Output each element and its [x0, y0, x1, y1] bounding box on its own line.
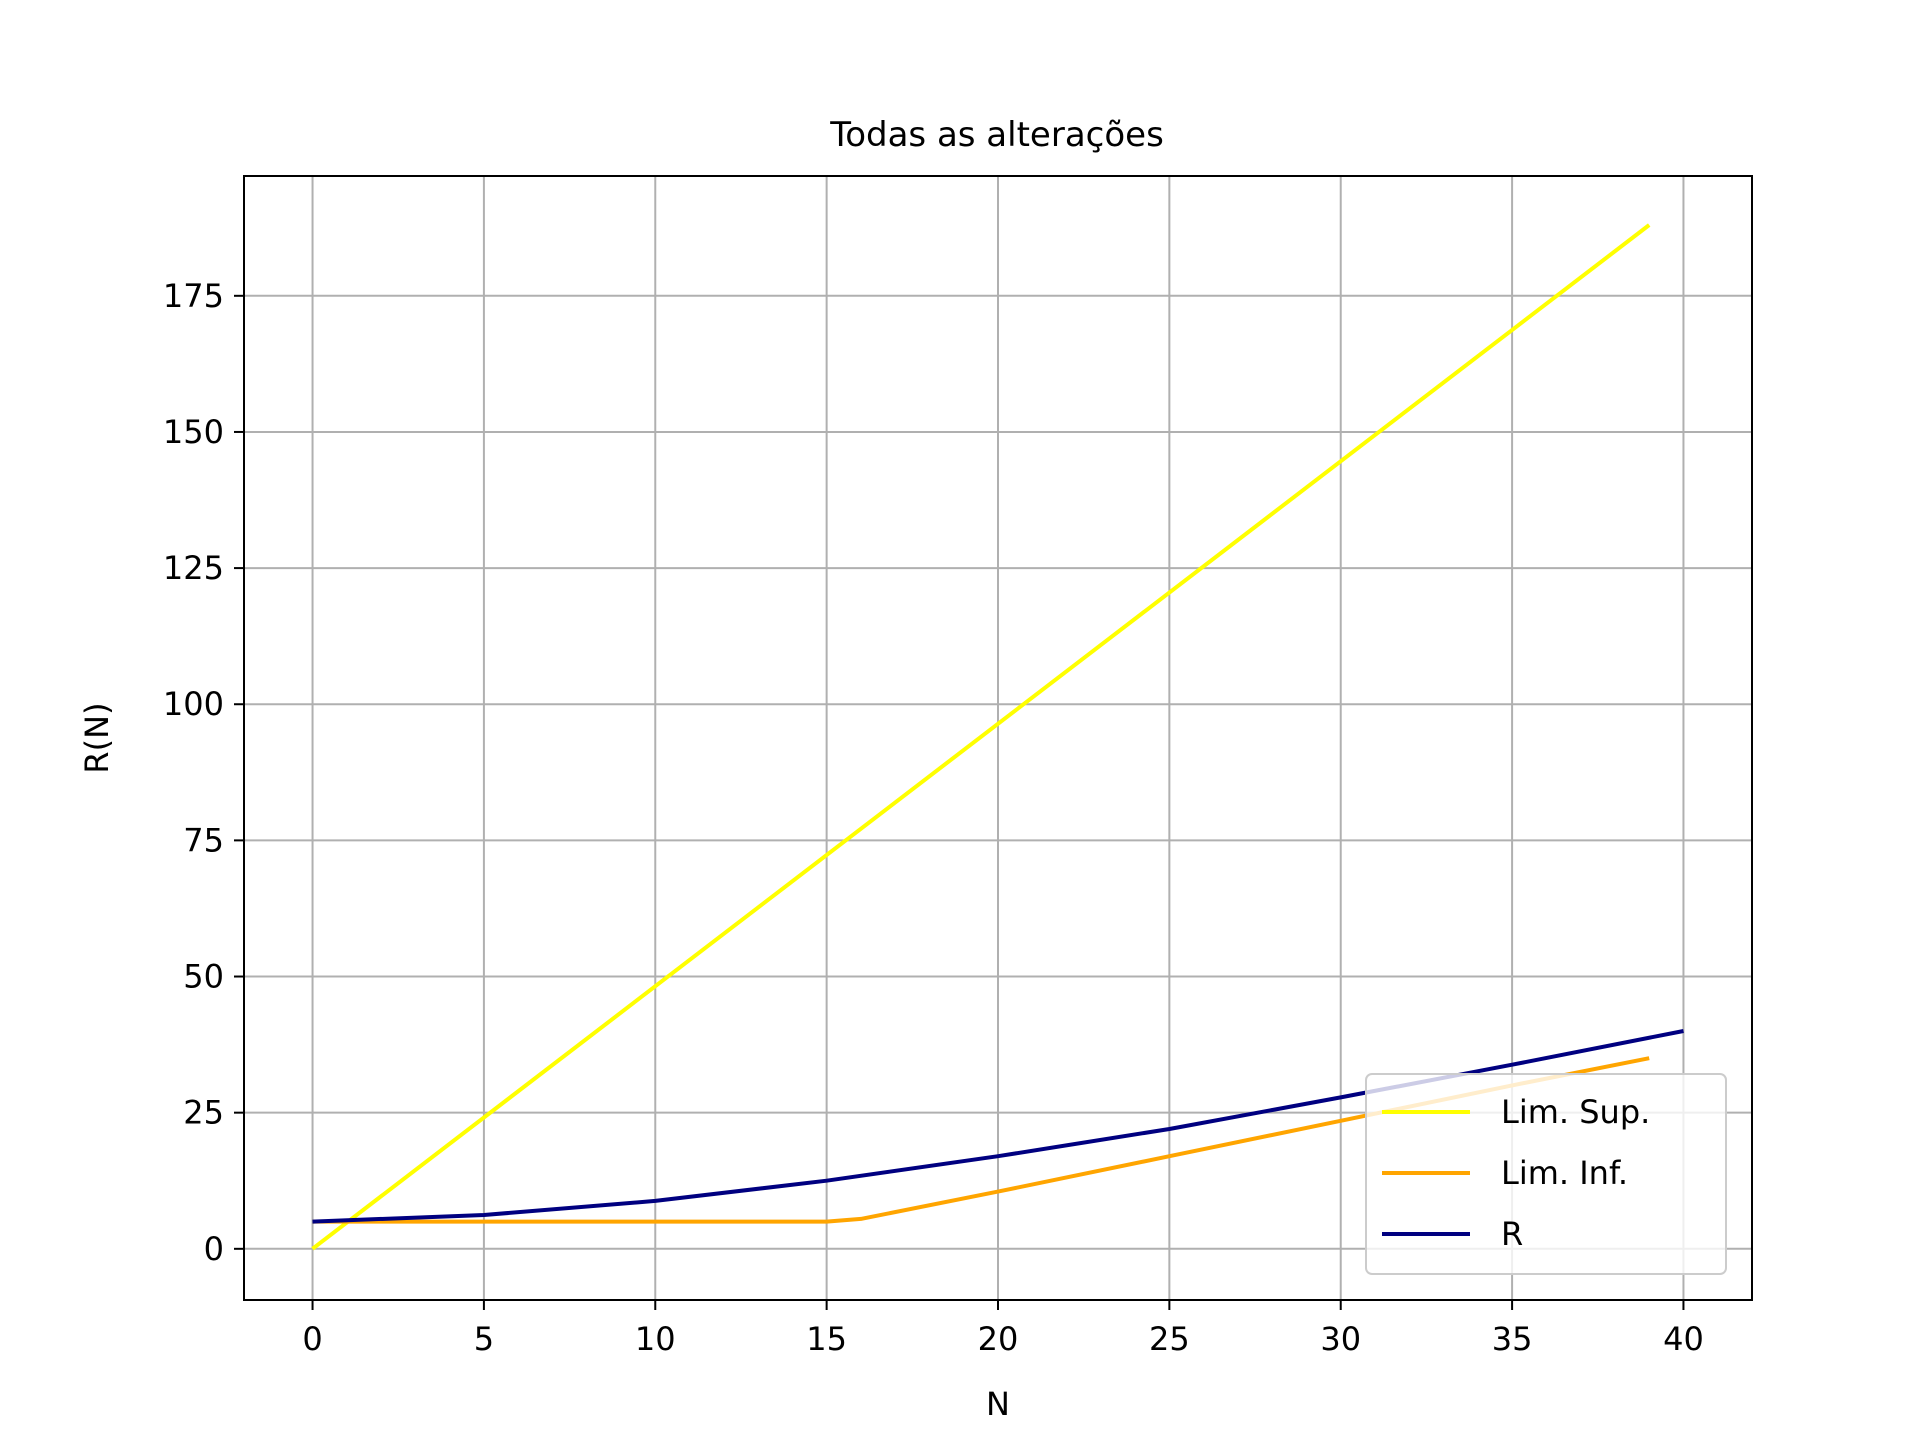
y-tick-label: 150: [163, 413, 224, 451]
y-tick-label: 175: [163, 277, 224, 315]
y-tick-label: 25: [183, 1094, 224, 1132]
legend-label-r: R: [1501, 1215, 1523, 1253]
x-axis-label: N: [986, 1385, 1010, 1423]
x-tick-label: 25: [1149, 1320, 1190, 1358]
legend-label-lim-inf: Lim. Inf.: [1501, 1154, 1628, 1192]
y-tick-label: 50: [183, 958, 224, 996]
y-axis: 0 25 50 75 100 125 150 175: [163, 277, 244, 1268]
x-tick-label: 35: [1492, 1320, 1533, 1358]
x-tick-label: 15: [806, 1320, 847, 1358]
x-tick-label: 30: [1320, 1320, 1361, 1358]
series-line-lim-sup: [311, 223, 1651, 1251]
y-tick-label: 0: [204, 1230, 224, 1268]
x-axis: 0 5 10 15 20 25 30 35 40: [302, 1300, 1704, 1358]
y-tick-label: 125: [163, 549, 224, 587]
x-tick-label: 10: [635, 1320, 676, 1358]
x-tick-label: 40: [1663, 1320, 1704, 1358]
y-axis-label: R(N): [78, 702, 116, 773]
x-tick-label: 20: [978, 1320, 1019, 1358]
legend-label-lim-sup: Lim. Sup.: [1501, 1093, 1650, 1131]
x-tick-label: 5: [474, 1320, 494, 1358]
legend-box: [1365, 1073, 1727, 1275]
y-tick-label: 75: [183, 821, 224, 859]
chart-title: Todas as alterações: [829, 115, 1164, 155]
legend: Lim. Sup. Lim. Inf. R: [1365, 1073, 1727, 1275]
x-tick-label: 0: [302, 1320, 322, 1358]
y-tick-label: 100: [163, 685, 224, 723]
